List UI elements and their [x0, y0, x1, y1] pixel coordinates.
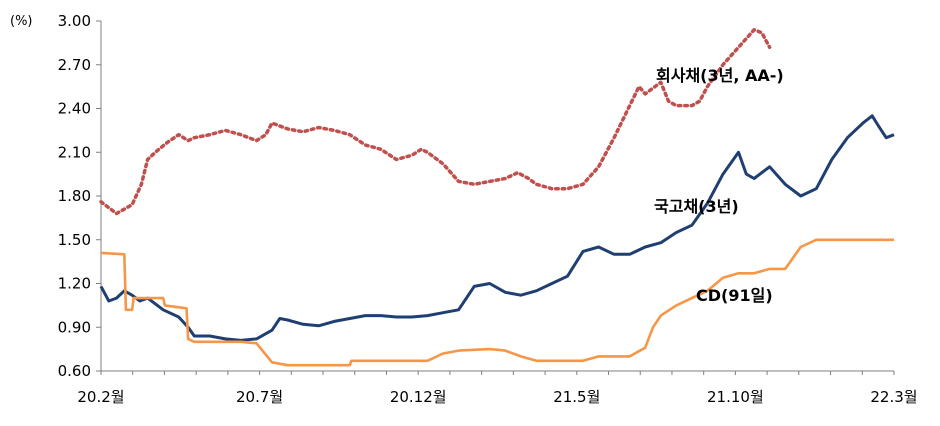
x-tick-label: 20.12월	[390, 388, 447, 406]
x-tick-label: 21.5월	[553, 388, 600, 406]
corporate-bond-line	[99, 28, 772, 216]
x-tick-label: 22.3월	[870, 388, 917, 406]
axes: 0.60 0.90 1.20 1.50 1.80 2.10 2.40 2.70 3.00 20.2…	[58, 12, 918, 406]
y-tick-label: 0.60	[58, 362, 91, 380]
treasury-bond-label: 국고채(3년)	[654, 197, 739, 216]
corporate-bond-label: 회사채(3년, AA-)	[656, 66, 784, 85]
y-tick-label: 2.70	[58, 56, 91, 74]
y-tick-label: 1.50	[58, 231, 91, 249]
y-tick-label: 2.10	[58, 143, 91, 161]
treasury-bond-line	[99, 114, 895, 342]
y-tick-label: 0.90	[58, 318, 91, 336]
y-tick-label: 1.80	[58, 187, 91, 205]
cd-rate-line	[100, 238, 894, 367]
y-tick-label: 2.40	[58, 100, 91, 118]
y-tick-label: 3.00	[58, 12, 91, 30]
y-unit-label: (%)	[10, 14, 33, 29]
y-tick-label: 1.20	[58, 275, 91, 293]
cd-rate-label: CD(91일)	[696, 286, 773, 305]
x-tick-label: 21.10월	[707, 388, 764, 406]
x-tick-label: 20.2월	[77, 388, 124, 406]
x-tick-label: 20.7월	[236, 388, 283, 406]
series-lines	[99, 28, 895, 367]
